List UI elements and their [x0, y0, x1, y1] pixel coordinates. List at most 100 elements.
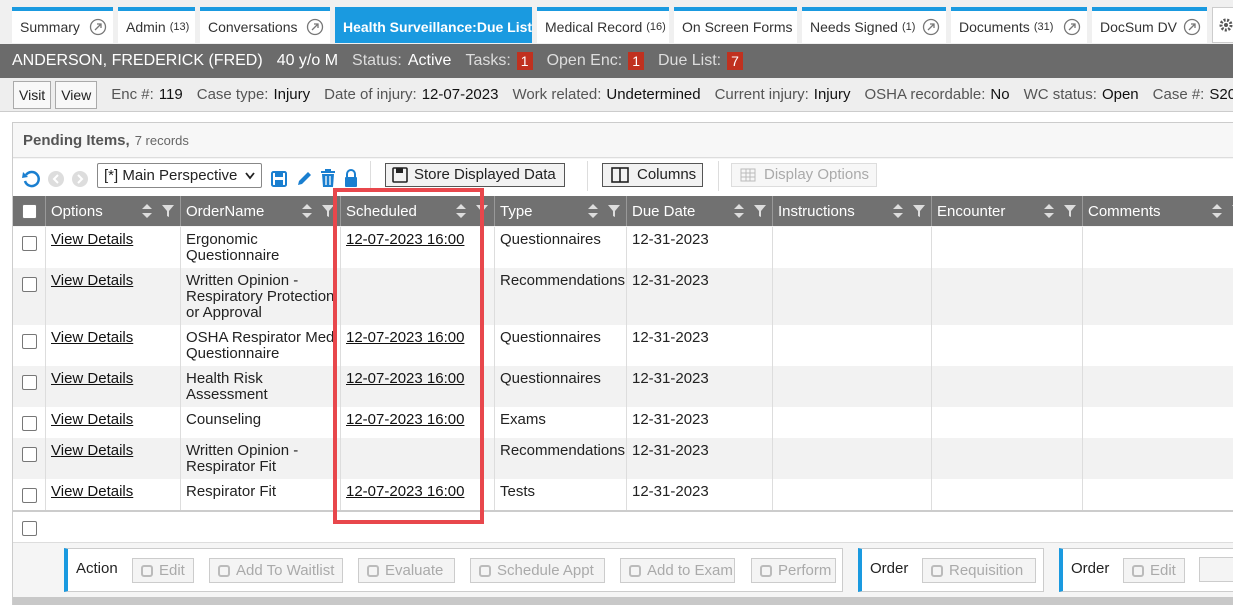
column-header[interactable]: Scheduled — [340, 196, 494, 226]
lock-icon-part — [345, 177, 357, 187]
delete-icon-part — [321, 171, 335, 173]
horizontal-scrollbar[interactable] — [13, 597, 1233, 605]
tab[interactable]: Admin (13) — [118, 7, 195, 43]
checkbox[interactable] — [22, 416, 37, 431]
view-details-link[interactable]: View Details — [51, 442, 134, 459]
display-options-button[interactable]: Display Options — [731, 163, 877, 187]
table-cell — [1082, 325, 1233, 366]
column-header[interactable]: Due Date — [626, 196, 772, 226]
table-cell — [772, 325, 931, 366]
action-button[interactable]: Schedule Appt — [470, 558, 605, 583]
patient-badge[interactable]: 1 — [628, 52, 644, 70]
cell-text: Recommendations — [500, 442, 626, 459]
table-cell: Respirator Fit — [180, 479, 340, 510]
lock-icon — [345, 169, 357, 187]
columns-icon — [611, 167, 629, 183]
scheduled-link[interactable]: 12-07-2023 16:00 — [346, 231, 465, 248]
tab[interactable]: Conversations — [200, 7, 330, 43]
columns-button[interactable]: Columns — [602, 163, 703, 187]
save-icon-part — [271, 171, 287, 187]
action-button[interactable]: Requisition — [922, 558, 1036, 583]
sort-icon-part — [142, 204, 152, 218]
filter-icon-part — [322, 205, 334, 217]
encounter-field-label: Current injury: — [714, 86, 809, 103]
action-button[interactable]: Perform — [751, 558, 836, 583]
action-button[interactable]: Add To Waitlist — [209, 558, 343, 583]
action-button[interactable]: Evaluate — [358, 558, 455, 583]
column-header[interactable]: Type — [494, 196, 626, 226]
tab-label: On Screen Forms — [682, 19, 793, 35]
tab[interactable]: On Screen Forms — [674, 7, 797, 43]
table-cell — [1082, 268, 1233, 325]
action-button[interactable]: Add to Exam — [620, 558, 735, 583]
dropdown-icon-part — [245, 172, 255, 180]
tab[interactable]: DocSum DV — [1092, 7, 1207, 43]
checkbox[interactable] — [22, 204, 37, 219]
column-header[interactable]: OrderName — [180, 196, 340, 226]
edit-icon — [298, 172, 311, 185]
table-cell: View Details — [45, 227, 180, 268]
tab[interactable]: Health Surveillance:Due List — [335, 7, 532, 43]
filter-icon — [162, 205, 174, 217]
record-count: 7 records — [134, 133, 189, 148]
encounter-button[interactable]: Visit — [13, 80, 52, 109]
gear-icon — [1219, 18, 1233, 32]
patient-bar: ANDERSON, FREDERICK (FRED) 40 y/o M Status… — [0, 44, 1233, 78]
scheduled-link[interactable]: 12-07-2023 16:00 — [346, 483, 465, 500]
tab-label: Documents — [959, 19, 1030, 35]
column-title: Comments — [1088, 203, 1161, 220]
checkbox[interactable] — [22, 521, 37, 536]
column-header[interactable]: Comments — [1082, 196, 1233, 226]
column-header[interactable]: Instructions — [772, 196, 931, 226]
scheduled-link[interactable]: 12-07-2023 16:00 — [346, 370, 465, 387]
settings-button[interactable] — [1212, 7, 1233, 43]
perspective-select[interactable]: [*] Main Perspective — [97, 163, 262, 188]
view-details-link[interactable]: View Details — [51, 411, 134, 428]
tab[interactable]: Summary — [12, 7, 113, 43]
table-row: View Details Written Opinion - Respirator… — [13, 438, 1233, 479]
forward-icon-part — [72, 171, 88, 187]
store-data-button[interactable]: Store Displayed Data — [385, 163, 565, 187]
checkbox[interactable] — [22, 277, 37, 292]
tab[interactable]: Medical Record (16) — [537, 7, 669, 43]
view-details-link[interactable]: View Details — [51, 272, 134, 289]
view-details-link[interactable]: View Details — [51, 231, 134, 248]
filter-icon — [476, 205, 488, 217]
table-cell — [931, 479, 1082, 510]
scheduled-link[interactable]: 12-07-2023 16:00 — [346, 329, 465, 346]
patient-badge[interactable]: 7 — [727, 52, 743, 70]
action-button-label: Requisition — [949, 562, 1024, 579]
encounter-field: OSHA recordable: No — [864, 86, 1009, 103]
table-cell — [1082, 227, 1233, 268]
tab-icon-part — [1068, 23, 1076, 31]
action-button[interactable]: Edit — [1123, 558, 1185, 583]
patient-badge[interactable]: 1 — [516, 52, 533, 70]
table-cell: View Details — [45, 325, 180, 366]
table-cell: 12-31-2023 — [626, 227, 772, 268]
action-button[interactable]: Edit — [132, 558, 194, 583]
encounter-button[interactable]: View — [55, 80, 98, 109]
checkbox[interactable] — [22, 236, 37, 251]
column-header[interactable]: Encounter — [931, 196, 1082, 226]
view-details-link[interactable]: View Details — [51, 329, 134, 346]
tab[interactable]: Documents (31) — [951, 7, 1087, 43]
cell-text: Respirator Fit — [186, 483, 277, 500]
checkbox[interactable] — [22, 334, 37, 349]
checkbox[interactable] — [22, 447, 37, 462]
action-icon-part — [629, 565, 641, 577]
column-header[interactable]: Options — [45, 196, 180, 226]
view-details-link[interactable]: View Details — [51, 370, 134, 387]
action-group: Action Edit Add To Waitlist Evaluate Schedul… — [64, 548, 843, 592]
scheduled-link[interactable]: 12-07-2023 16:00 — [346, 411, 465, 428]
action-icon-part — [931, 565, 943, 577]
tab[interactable]: Needs Signed (1) — [802, 7, 946, 43]
filter-icon-part — [913, 205, 925, 217]
checkbox[interactable] — [22, 375, 37, 390]
table-cell: Written Opinion - Respiratory Protection… — [180, 268, 340, 325]
checkbox[interactable] — [22, 488, 37, 503]
cell-text: Ergonomic Questionnaire — [186, 231, 280, 264]
grid-icon-part — [740, 168, 756, 182]
view-details-link[interactable]: View Details — [51, 483, 134, 500]
cut-off-button[interactable] — [1199, 557, 1233, 582]
